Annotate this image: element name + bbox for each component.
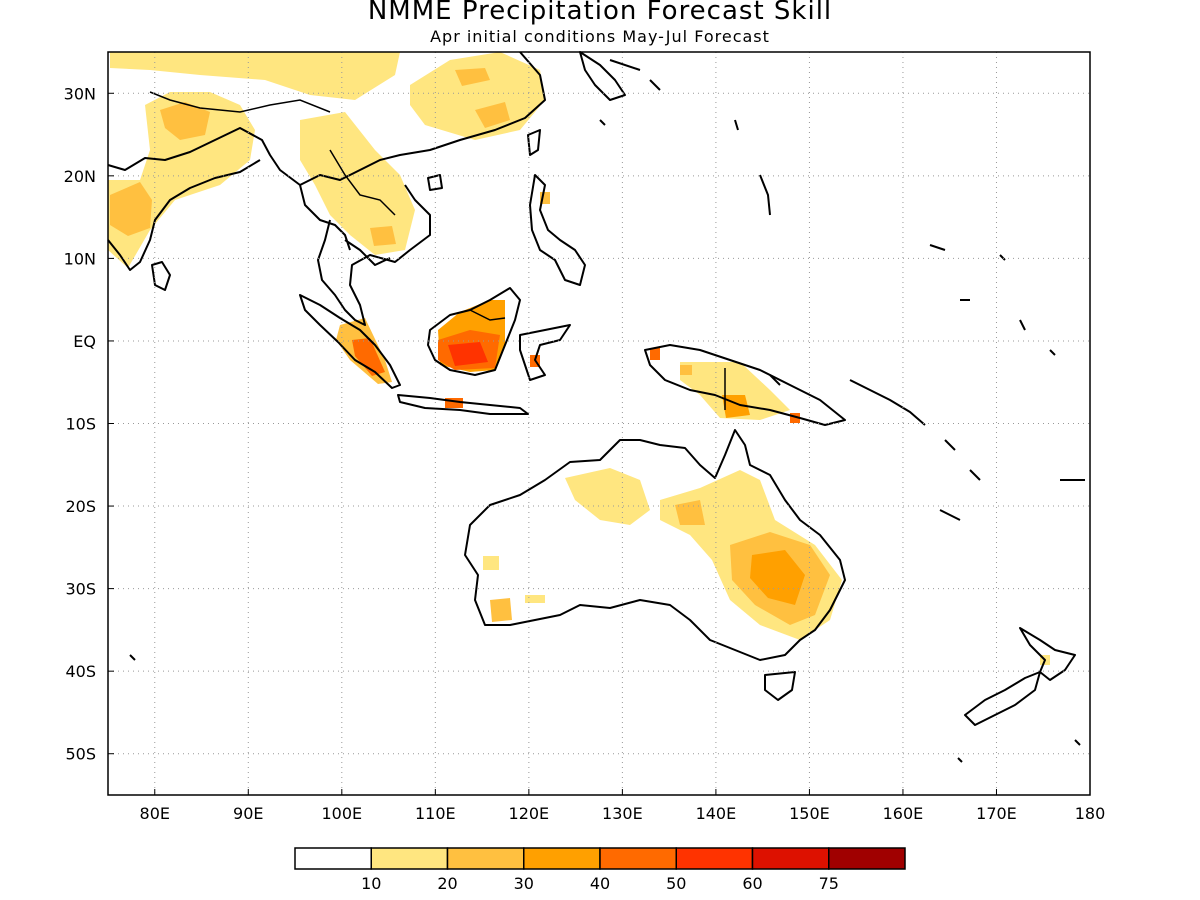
- malay-peninsula-coastline: [317, 184, 431, 326]
- sumatra-skill-core: [352, 338, 385, 376]
- moluccas-skill-spot: [650, 348, 660, 360]
- gridlines: [108, 52, 1090, 795]
- colorbar-swatch: [294, 847, 372, 870]
- colorbar-label: 10: [361, 874, 381, 893]
- lon-tick-label: 130E: [602, 804, 643, 823]
- lat-tick-label: 20N: [64, 167, 96, 186]
- sumatra-coastline: [299, 294, 401, 389]
- east-china-skill-region: [410, 52, 545, 140]
- south-australia-skill-spot: [525, 595, 545, 603]
- philippines-skill-spot: [540, 192, 550, 204]
- new-guinea-coastline: [644, 344, 846, 426]
- lon-tick-label: 170E: [976, 804, 1017, 823]
- east-china-skill-core: [455, 68, 490, 86]
- colorbar-swatch: [370, 847, 449, 870]
- colorbar-label: 75: [819, 874, 839, 893]
- lon-tick-label: 110E: [415, 804, 456, 823]
- east-australia-skill-spot: [675, 500, 705, 525]
- borneo-border: [469, 309, 506, 321]
- lat-tick-label: 30S: [65, 580, 96, 599]
- indochina-border: [329, 149, 396, 216]
- lon-tick-label: 120E: [509, 804, 550, 823]
- lon-tick-label: 140E: [696, 804, 737, 823]
- india-coastline: [107, 127, 351, 251]
- borneo-coastline: [427, 287, 521, 376]
- colorbar-label: 40: [590, 874, 610, 893]
- lat-tick-label: EQ: [73, 332, 96, 351]
- lat-tick-label: 30N: [64, 84, 96, 103]
- solomon-islands-coastline: [849, 379, 926, 426]
- coastlines: [107, 51, 1076, 726]
- map-title: NMME Precipitation Forecast Skill: [367, 0, 833, 26]
- lat-tick-label: 50S: [65, 745, 96, 764]
- lon-tick-label: 150E: [789, 804, 830, 823]
- colorbar-label: 50: [666, 874, 686, 893]
- lon-tick-label: 180: [1075, 804, 1106, 823]
- colorbar-label: 20: [437, 874, 457, 893]
- australia-coastline: [464, 429, 846, 661]
- sulawesi-coastline: [519, 324, 571, 381]
- colorbar-swatch: [446, 847, 525, 870]
- indochina-coastline: [299, 51, 546, 186]
- colorbar-label: 30: [514, 874, 534, 893]
- latitude-ticks: 30N 20N 10N EQ 10S 20S 30S 40S 50S: [64, 84, 114, 764]
- lat-tick-label: 10S: [65, 415, 96, 434]
- himalaya-border: [149, 91, 331, 113]
- map-subtitle: Apr initial conditions May-Jul Forecast: [430, 27, 770, 46]
- hainan-coastline: [427, 174, 443, 191]
- colorbar-swatch: [751, 847, 830, 870]
- lat-tick-label: 20S: [65, 497, 96, 516]
- new-zealand-south-coastline: [964, 671, 1041, 726]
- east-australia-skill-peak: [750, 550, 805, 605]
- country-borders: [149, 91, 726, 410]
- colorbar: 10 20 30 40 50 60 75: [294, 847, 906, 893]
- china-skill-region: [110, 52, 400, 100]
- borneo-skill-peak: [448, 342, 488, 366]
- tasmania-coastline: [764, 671, 796, 701]
- lon-tick-label: 100E: [321, 804, 362, 823]
- skill-shading: [108, 52, 1050, 665]
- himalaya-skill-core: [160, 102, 210, 140]
- indochina-skill-region: [300, 112, 415, 255]
- new-guinea-skill-region: [680, 362, 790, 420]
- gulf-of-thailand-coastline: [344, 239, 391, 266]
- colorbar-swatch: [675, 847, 754, 870]
- colorbar-swatch: [523, 847, 601, 870]
- java-coastline: [397, 394, 529, 415]
- southwest-australia-skill-spot: [490, 598, 512, 622]
- small-islands: [129, 59, 1085, 763]
- lat-tick-label: 40S: [65, 662, 96, 681]
- lat-tick-label: 10N: [64, 249, 96, 268]
- colorbar-label: 60: [742, 874, 762, 893]
- colorbar-swatch: [828, 847, 906, 870]
- lon-tick-label: 90E: [233, 804, 263, 823]
- papua-west-skill-spot: [680, 365, 692, 375]
- java-skill-spot: [445, 398, 463, 408]
- philippines-coastline: [529, 174, 586, 286]
- japan-coastline: [579, 51, 626, 101]
- north-australia-skill-region: [565, 468, 650, 525]
- india-skill-core: [110, 182, 152, 236]
- east-china-skill-core-2: [475, 102, 510, 128]
- lon-tick-label: 160E: [883, 804, 924, 823]
- indochina-skill-core: [370, 226, 396, 246]
- colorbar-swatch: [599, 847, 677, 870]
- papua-east-skill-spot: [790, 413, 800, 423]
- sri-lanka-coastline: [151, 261, 171, 291]
- taiwan-coastline: [527, 129, 541, 156]
- west-australia-skill-spot: [483, 556, 499, 570]
- longitude-ticks: 80E 90E 100E 110E 120E 130E 140E 150E 160E 170E 18…: [140, 789, 1106, 823]
- lon-tick-label: 80E: [140, 804, 170, 823]
- new-zealand-north-coastline: [1019, 627, 1076, 681]
- micronesia-islands: [129, 59, 1085, 763]
